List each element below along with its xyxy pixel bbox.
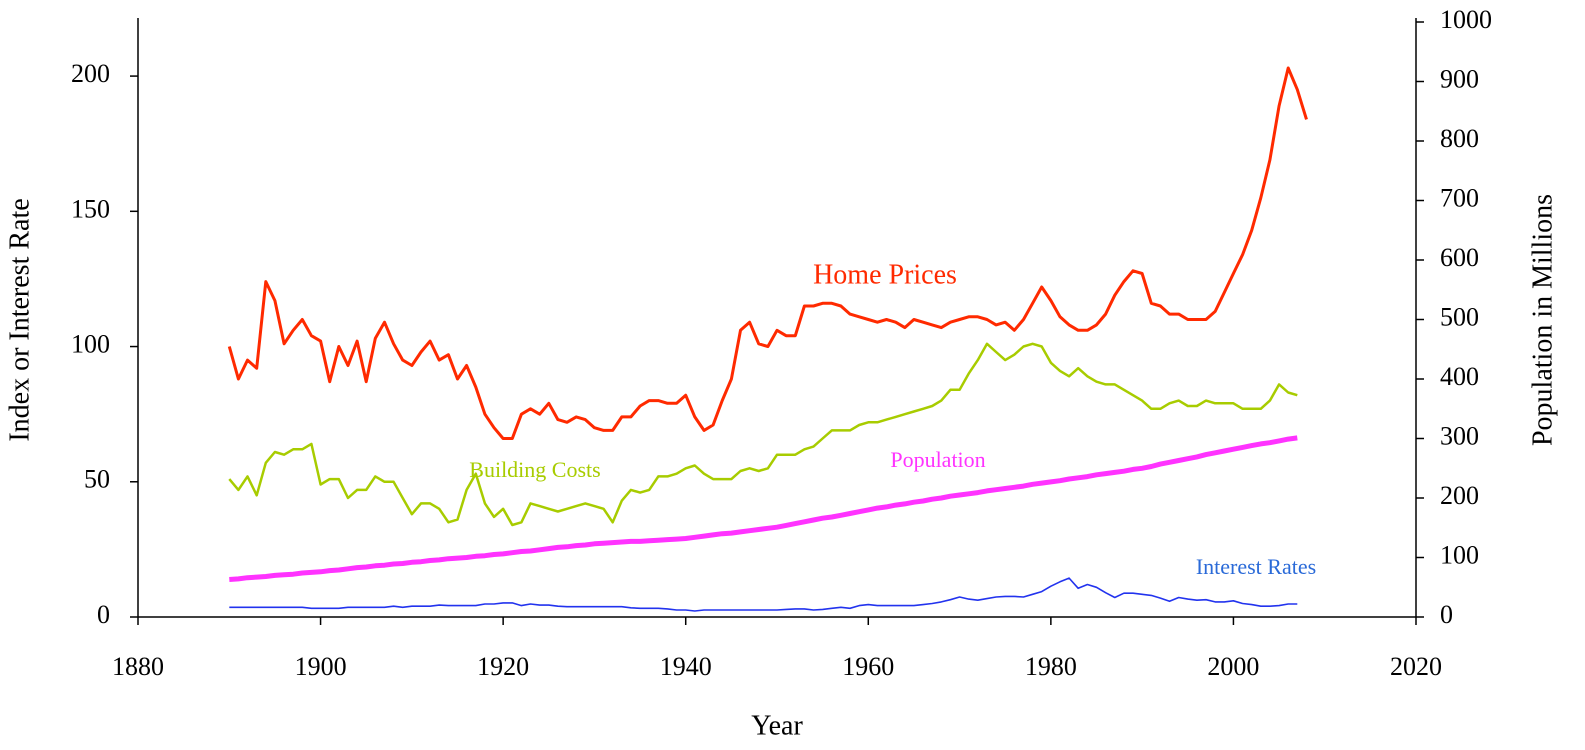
y2-tick-label: 400 — [1440, 362, 1479, 391]
x-tick-label: 1920 — [477, 652, 529, 681]
x-tick-label: 1960 — [842, 652, 894, 681]
series-line — [229, 435, 1298, 582]
y2-tick-label: 700 — [1440, 183, 1479, 212]
x-tick-label: 2020 — [1390, 652, 1442, 681]
y2-tick-label: 1000 — [1440, 5, 1492, 34]
y-tick-label: 200 — [71, 59, 110, 88]
x-tick-label: 1980 — [1025, 652, 1077, 681]
annotation: Home Prices — [813, 259, 957, 290]
annotation: Population — [890, 447, 985, 472]
y-axis-title: Index or Interest Rate — [4, 198, 35, 441]
x-tick-label: 2000 — [1207, 652, 1259, 681]
y2-axis-title: Population in Millions — [1527, 194, 1558, 446]
y-tick-label: 50 — [84, 465, 110, 494]
y2-tick-label: 600 — [1440, 243, 1479, 272]
x-tick-label: 1880 — [112, 652, 164, 681]
annotation: Building Costs — [469, 457, 600, 482]
y2-tick-label: 500 — [1440, 302, 1479, 331]
annotation: Interest Rates — [1196, 554, 1316, 579]
series-line — [227, 66, 1308, 440]
y-tick-label: 150 — [71, 194, 110, 223]
y-tick-label: 0 — [97, 600, 110, 629]
y2-tick-label: 0 — [1440, 600, 1453, 629]
y2-tick-label: 800 — [1440, 124, 1479, 153]
x-tick-label: 1900 — [295, 652, 347, 681]
y2-tick-label: 900 — [1440, 64, 1479, 93]
x-tick-label: 1940 — [660, 652, 712, 681]
y-tick-label: 100 — [71, 330, 110, 359]
series-line — [229, 577, 1298, 612]
series-line — [228, 342, 1298, 527]
y2-tick-label: 200 — [1440, 481, 1479, 510]
y2-tick-label: 300 — [1440, 421, 1479, 450]
y2-tick-label: 100 — [1440, 540, 1479, 569]
x-axis-title: Year — [751, 710, 803, 741]
